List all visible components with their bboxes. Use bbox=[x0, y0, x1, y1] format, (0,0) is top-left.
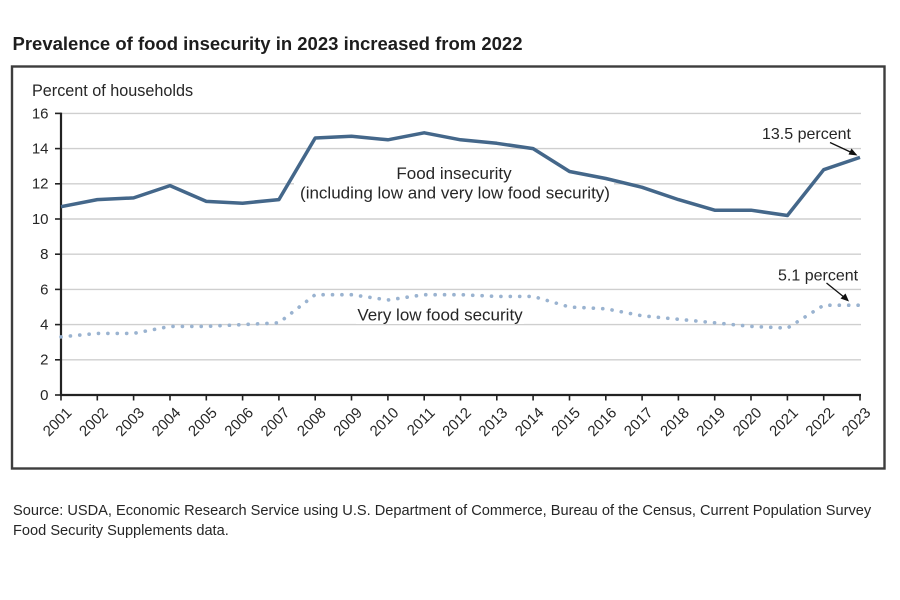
svg-text:13.5 percent: 13.5 percent bbox=[762, 126, 852, 143]
svg-text:2006: 2006 bbox=[221, 404, 257, 440]
svg-text:2005: 2005 bbox=[185, 404, 221, 440]
svg-text:2008: 2008 bbox=[294, 404, 330, 440]
svg-text:2004: 2004 bbox=[149, 404, 185, 440]
svg-text:10: 10 bbox=[32, 211, 49, 228]
svg-text:2001: 2001 bbox=[40, 404, 76, 440]
svg-text:2019: 2019 bbox=[693, 404, 729, 440]
svg-text:0: 0 bbox=[40, 387, 48, 404]
svg-text:2017: 2017 bbox=[621, 404, 657, 440]
svg-text:2: 2 bbox=[40, 352, 48, 369]
svg-text:Food insecurity: Food insecurity bbox=[396, 164, 512, 183]
svg-text:2002: 2002 bbox=[76, 404, 112, 440]
svg-text:2015: 2015 bbox=[548, 404, 584, 440]
svg-text:(including low and very low fo: (including low and very low food securit… bbox=[300, 183, 610, 202]
svg-text:2007: 2007 bbox=[258, 404, 294, 440]
svg-text:6: 6 bbox=[40, 281, 48, 298]
svg-text:2012: 2012 bbox=[439, 404, 475, 440]
svg-text:Percent of households: Percent of households bbox=[32, 82, 193, 100]
svg-text:2011: 2011 bbox=[404, 404, 439, 439]
svg-text:2023: 2023 bbox=[839, 404, 875, 440]
svg-text:2021: 2021 bbox=[766, 404, 802, 440]
svg-text:5.1 percent: 5.1 percent bbox=[778, 267, 859, 284]
svg-text:4: 4 bbox=[40, 317, 48, 334]
svg-text:2018: 2018 bbox=[657, 404, 693, 440]
svg-text:2020: 2020 bbox=[730, 404, 766, 440]
svg-text:Very low food security: Very low food security bbox=[357, 305, 523, 324]
svg-text:2014: 2014 bbox=[512, 404, 548, 440]
svg-text:2010: 2010 bbox=[367, 404, 403, 440]
svg-text:12: 12 bbox=[32, 176, 49, 193]
svg-text:8: 8 bbox=[40, 246, 48, 263]
svg-text:14: 14 bbox=[32, 141, 49, 158]
svg-text:2016: 2016 bbox=[585, 404, 621, 440]
svg-text:2022: 2022 bbox=[802, 404, 838, 440]
svg-text:2009: 2009 bbox=[330, 404, 366, 440]
svg-text:2003: 2003 bbox=[112, 404, 148, 440]
svg-text:2013: 2013 bbox=[476, 404, 512, 440]
svg-text:16: 16 bbox=[32, 105, 49, 122]
